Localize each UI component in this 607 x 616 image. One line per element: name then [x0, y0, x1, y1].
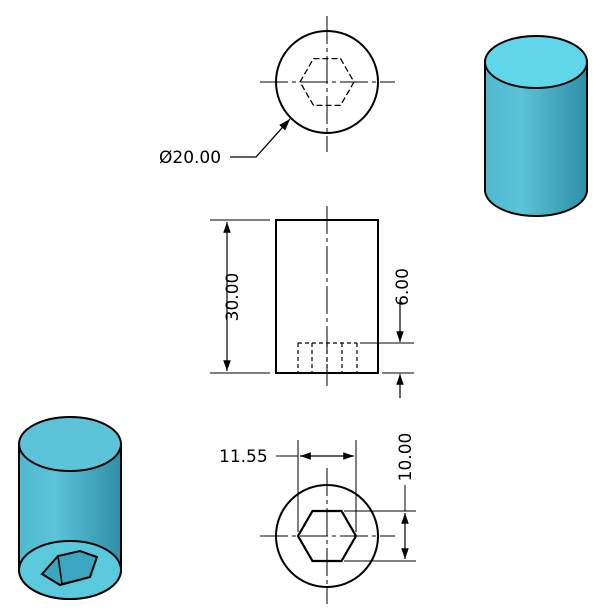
bottom-view [260, 440, 416, 604]
bottom-view-outer-circle [275, 484, 379, 588]
top-view-outer-circle [275, 30, 379, 134]
hole-depth-dimension: 6.00 [393, 268, 413, 306]
height-dimension: 30.00 [223, 273, 243, 322]
front-view [210, 206, 414, 398]
cylinder-side-surface [484, 61, 588, 217]
cylinder-top-face [484, 35, 588, 89]
hex-across-flats-dimension: 10.00 [396, 433, 416, 482]
socket-cylinder-top-edge [18, 416, 122, 472]
diameter-leader-line [230, 118, 291, 158]
hidden-hex-recess-lines [297, 342, 358, 373]
socket-hex-inner-edge [57, 555, 91, 585]
isometric-cylinder-top [484, 35, 588, 217]
hex-across-corners-dimension: 11.55 [219, 447, 268, 467]
bottom-view-hex-socket [296, 509, 358, 563]
isometric-cylinder-socket [18, 416, 122, 600]
top-view-hidden-hexagon [299, 57, 355, 107]
diameter-dimension: Ø20.00 [159, 148, 221, 168]
top-view [230, 16, 395, 158]
